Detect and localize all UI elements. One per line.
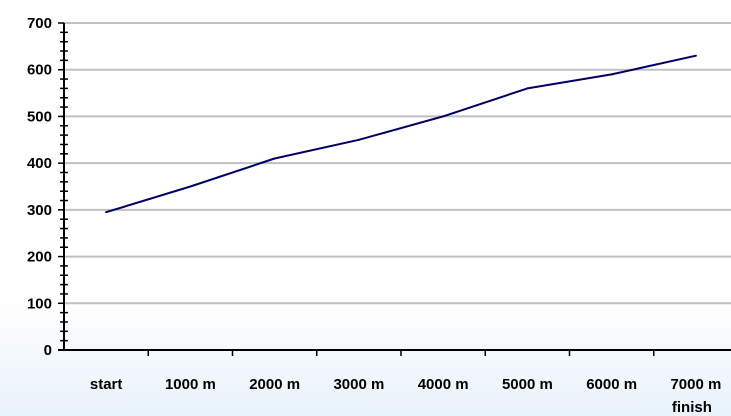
y-tick-label: 500 bbox=[27, 108, 52, 125]
y-tick-label: 300 bbox=[27, 202, 52, 219]
series-line bbox=[105, 54, 697, 214]
x-tick-label: 1000 m bbox=[165, 376, 216, 393]
y-tick-label: 200 bbox=[27, 249, 52, 266]
data-point bbox=[105, 211, 108, 214]
x-tick-sublabel: finish bbox=[672, 399, 712, 416]
data-point bbox=[526, 87, 529, 90]
x-tick-labels: start 1000 m 2000 m 3000 m 4000 m 5000 m 6000 … bbox=[90, 376, 721, 416]
axes bbox=[58, 22, 731, 356]
y-tick-label: 100 bbox=[27, 295, 52, 312]
data-point bbox=[610, 73, 613, 76]
series-layer bbox=[105, 54, 697, 214]
gridlines bbox=[64, 22, 731, 305]
x-tick-label: 5000 m bbox=[502, 376, 553, 393]
data-point bbox=[442, 115, 445, 118]
x-tick-label: 7000 m bbox=[670, 376, 721, 393]
data-point bbox=[273, 157, 276, 160]
y-tick-label: 400 bbox=[27, 155, 52, 172]
x-tick-label: 4000 m bbox=[418, 376, 469, 393]
x-tick-label: 6000 m bbox=[586, 376, 637, 393]
y-tick-label: 0 bbox=[44, 342, 52, 359]
data-point bbox=[189, 185, 192, 188]
y-tick-label: 700 bbox=[27, 15, 52, 32]
x-tick-label: 2000 m bbox=[249, 376, 300, 393]
x-tick-label: start bbox=[90, 376, 123, 393]
data-point bbox=[694, 54, 697, 57]
y-tick-label: 600 bbox=[27, 62, 52, 79]
y-tick-labels: 0 100 200 300 400 500 600 700 bbox=[27, 15, 52, 359]
x-tick-label: 3000 m bbox=[333, 376, 384, 393]
data-point bbox=[357, 138, 360, 141]
